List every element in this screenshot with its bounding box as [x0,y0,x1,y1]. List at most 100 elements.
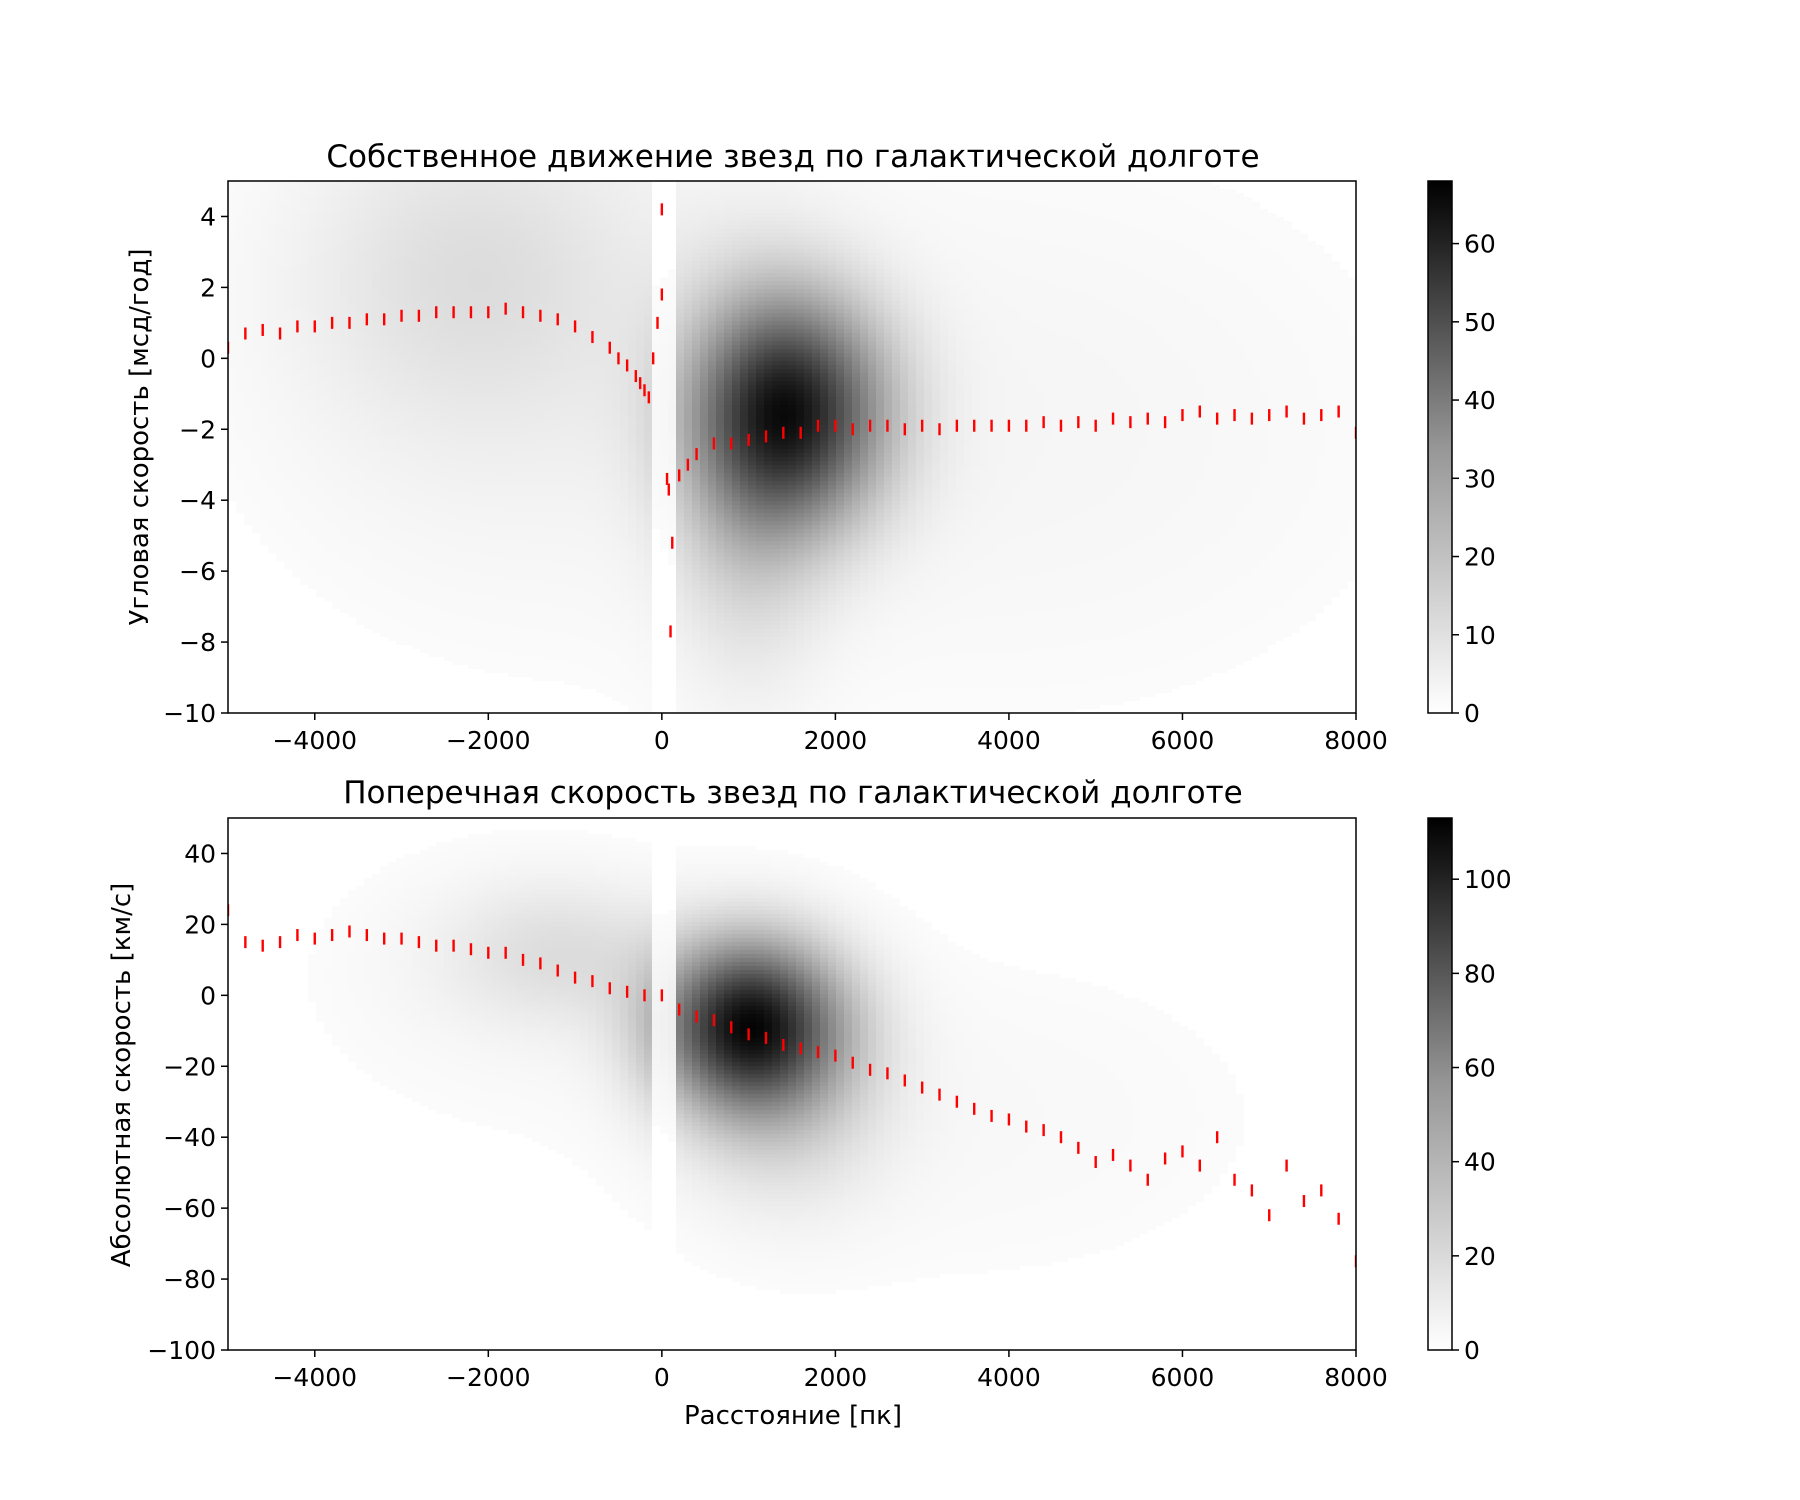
density-cell [324,261,332,265]
density-cell [780,301,788,305]
density-cell [1284,225,1292,229]
density-cell [1028,217,1036,221]
density-cell [508,313,516,317]
density-cell [1012,289,1020,293]
density-cell [324,281,332,285]
density-cell [532,237,540,241]
density-cell [932,189,940,193]
density-cell [756,197,764,201]
density-cell [916,253,924,257]
density-cell [252,249,260,253]
density-cell [948,225,956,229]
density-cell [892,209,900,213]
density-cell [364,237,372,241]
density-cell [244,189,252,193]
density-cell [636,277,644,281]
density-cell [1076,181,1084,185]
density-cell [820,261,828,265]
density-cell [1044,301,1052,305]
density-cell [772,213,780,217]
density-cell [1100,317,1108,321]
density-cell [564,181,572,185]
density-cell [1204,261,1212,265]
density-cell [348,185,356,189]
density-cell [796,309,804,313]
density-cell [1092,265,1100,269]
density-cell [996,261,1004,265]
density-cell [724,273,732,277]
density-cell [532,297,540,301]
density-cell [908,317,916,321]
density-cell [948,265,956,269]
density-cell [428,329,436,333]
density-cell [684,309,692,313]
density-cell [964,189,972,193]
density-cell [1052,229,1060,233]
density-cell [1180,217,1188,221]
density-cell [1044,297,1052,301]
density-cell [716,277,724,281]
density-cell [980,197,988,201]
density-cell [980,305,988,309]
density-cell [788,217,796,221]
density-cell [452,273,460,277]
density-cell [1156,241,1164,245]
density-cell [1220,273,1228,277]
density-cell [1212,301,1220,305]
density-cell [908,181,916,185]
density-cell [1300,261,1308,265]
density-cell [420,321,428,325]
density-cell [788,301,796,305]
density-cell [780,181,788,185]
density-cell [252,321,260,325]
density-cell [1028,221,1036,225]
density-cell [1084,193,1092,197]
density-cell [436,189,444,193]
density-cell [660,317,668,321]
density-cell [1028,185,1036,189]
density-cell [660,301,668,305]
density-cell [756,205,764,209]
density-cell [388,317,396,321]
density-cell [1028,309,1036,313]
density-cell [612,185,620,189]
density-cell [436,213,444,217]
density-cell [732,277,740,281]
density-cell [1228,297,1236,301]
density-cell [884,273,892,277]
density-cell [484,325,492,329]
density-cell [532,265,540,269]
density-cell [1204,265,1212,269]
density-cell [1044,285,1052,289]
density-cell [756,261,764,265]
density-cell [404,189,412,193]
density-cell [1164,225,1172,229]
density-cell [228,273,236,277]
density-cell [628,189,636,193]
density-cell [692,217,700,221]
density-cell [732,213,740,217]
density-cell [260,181,268,185]
density-cell [980,301,988,305]
density-cell [508,229,516,233]
density-cell [1044,253,1052,257]
density-cell [1284,305,1292,309]
density-cell [844,249,852,253]
density-cell [516,329,524,333]
density-cell [1020,233,1028,237]
density-cell [284,225,292,229]
density-cell [924,265,932,269]
density-cell [436,277,444,281]
density-cell [564,245,572,249]
density-cell [1236,241,1244,245]
density-cell [692,205,700,209]
density-cell [892,293,900,297]
density-cell [796,241,804,245]
density-cell [428,321,436,325]
density-cell [724,205,732,209]
density-cell [364,265,372,269]
density-cell [508,225,516,229]
density-cell [1220,249,1228,253]
density-cell [1260,297,1268,301]
density-cell [772,325,780,329]
